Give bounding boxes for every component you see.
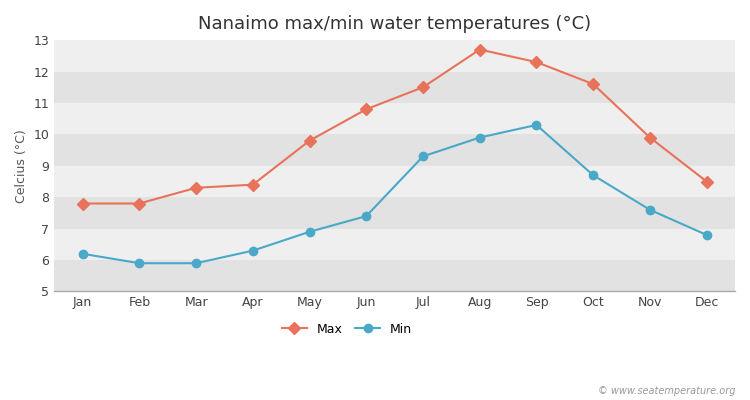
Y-axis label: Celcius (°C): Celcius (°C) <box>15 129 28 203</box>
Legend: Max, Min: Max, Min <box>277 318 417 340</box>
Bar <box>54 197 735 229</box>
Bar <box>54 166 735 197</box>
Title: Nanaimo max/min water temperatures (°C): Nanaimo max/min water temperatures (°C) <box>198 15 591 33</box>
Bar <box>54 72 735 103</box>
Bar <box>54 229 735 260</box>
Bar <box>54 134 735 166</box>
Bar <box>54 260 735 292</box>
Bar <box>54 103 735 134</box>
Text: © www.seatemperature.org: © www.seatemperature.org <box>598 386 735 396</box>
Bar <box>54 40 735 72</box>
